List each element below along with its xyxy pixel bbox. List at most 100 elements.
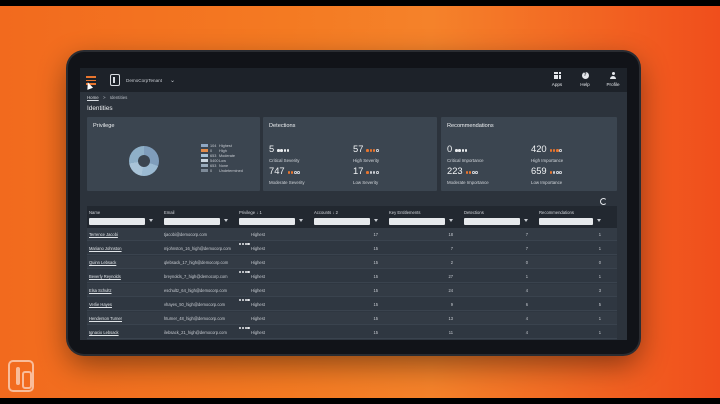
- detections-metric-label: Critical Severity: [269, 158, 300, 164]
- legend-swatch: [201, 154, 208, 157]
- privilege-legend-item[interactable]: 653 None: [201, 163, 243, 168]
- column-header-name[interactable]: Name: [89, 210, 101, 215]
- cell-accounts: 15: [373, 329, 378, 335]
- privilege-legend-item[interactable]: 5400 Low: [201, 158, 243, 163]
- recommendations-metric-value: 0: [447, 143, 453, 155]
- privilege-legend-item[interactable]: 104 Highest: [201, 143, 243, 148]
- table-row[interactable]: Ignacio Lebsack ilebsack_21_high@democorp…: [87, 326, 617, 339]
- privilege-dots-icon: [239, 260, 250, 278]
- apps-icon: [553, 72, 561, 79]
- detections-card-title: Detections: [269, 123, 296, 129]
- column-header-accounts[interactable]: Accounts ↓ 2: [314, 210, 338, 215]
- detections-metric[interactable]: 5 Critical Severity: [269, 139, 300, 163]
- column-filter-input[interactable]: [164, 218, 220, 225]
- cell-accounts: 15: [373, 245, 378, 251]
- legend-label: Low: [219, 158, 226, 163]
- recommendations-metric[interactable]: 0 Critical Importance: [447, 139, 484, 163]
- column-filter-input[interactable]: [314, 218, 370, 225]
- cell-recommendations: 1: [598, 231, 601, 237]
- table-row[interactable]: Mariano Johnston mjohnston_16_high@democo…: [87, 242, 617, 259]
- severity-dots-icon: [287, 161, 301, 179]
- hamburger-menu-icon[interactable]: [86, 75, 100, 85]
- table-row[interactable]: Verlie Hayes vhayes_50_high@democorp.com H…: [87, 298, 617, 315]
- identity-name-link[interactable]: Elsa Schultz: [89, 287, 112, 293]
- recommendations-metric-value: 223: [447, 165, 463, 177]
- filter-funnel-icon[interactable]: [524, 219, 528, 222]
- legend-swatch: [201, 159, 208, 162]
- severity-dots-icon: [366, 161, 379, 179]
- column-filter-input[interactable]: [389, 218, 445, 225]
- table-row[interactable]: Beverly Reynolds breynolds_7_high@democor…: [87, 270, 617, 287]
- legend-count: 0: [210, 148, 213, 153]
- table-row[interactable]: Terrence Jacobi tjacobi@democorp.com Highe…: [87, 228, 617, 245]
- privilege-legend-item[interactable]: 0 High: [201, 148, 243, 153]
- detections-metric[interactable]: 57 High Severity: [353, 139, 379, 163]
- column-header-email[interactable]: Email: [164, 210, 175, 215]
- nav-apps[interactable]: Apps: [547, 70, 567, 87]
- column-header-key-entitlements[interactable]: Key Entitlements: [389, 210, 421, 215]
- identity-name-link[interactable]: Ignacio Lebsack: [89, 329, 119, 335]
- recommendations-metric[interactable]: 223 Moderate Importance: [447, 161, 489, 185]
- filter-funnel-icon[interactable]: [299, 219, 303, 222]
- brand-logo-icon: [8, 360, 34, 392]
- identity-name-link[interactable]: Beverly Reynolds: [89, 273, 121, 279]
- table-row[interactable]: Henderson Turner hturner_48_high@democorp…: [87, 312, 617, 329]
- legend-swatch: [201, 164, 208, 167]
- legend-label: Moderate: [219, 153, 236, 158]
- breadcrumb-home[interactable]: Home: [87, 95, 99, 100]
- severity-dots-icon: [277, 139, 290, 157]
- cell-detections: 6: [525, 301, 528, 307]
- cell-recommendations: 1: [598, 273, 601, 279]
- nav-help-label: Help: [580, 82, 590, 87]
- filter-funnel-icon[interactable]: [597, 219, 601, 222]
- cell-accounts: 15: [373, 315, 378, 321]
- sort-arrow-icon: ↓: [255, 210, 260, 215]
- recommendations-metric[interactable]: 659 Low Importance: [531, 161, 562, 185]
- column-filter-input[interactable]: [464, 218, 520, 225]
- privilege-dots-icon: [239, 288, 250, 306]
- tenant-name[interactable]: DemoCorpTenant: [126, 77, 163, 83]
- identity-name-link[interactable]: Verlie Hayes: [89, 301, 112, 307]
- identity-name-link[interactable]: Mariano Johnston: [89, 245, 122, 251]
- detections-metric-label: Low Severity: [353, 180, 379, 186]
- nav-help[interactable]: ? Help: [575, 70, 595, 87]
- column-header-detections[interactable]: Detections: [464, 210, 484, 215]
- privilege-legend-item[interactable]: 653 Moderate: [201, 153, 243, 158]
- detections-metric[interactable]: 17 Low Severity: [353, 161, 379, 185]
- identity-name-link[interactable]: Quinn Lebsack: [89, 259, 117, 265]
- column-header-privilege[interactable]: Privilege ↓ 1: [239, 210, 262, 215]
- privilege-legend: 104 Highest 0 High 653 Moderate 5400 Low 653 None…: [201, 143, 243, 173]
- chevron-down-icon[interactable]: ⌄: [170, 77, 176, 84]
- column-filter-input[interactable]: [539, 218, 593, 225]
- tablet-frame: DemoCorpTenant ⌄ Apps ? Help Profile: [68, 52, 639, 354]
- recommendations-metric-value: 659: [531, 165, 547, 177]
- recommendations-metric[interactable]: 420 High Importance: [531, 139, 563, 163]
- column-filter-input[interactable]: [239, 218, 295, 225]
- filter-funnel-icon[interactable]: [374, 219, 378, 222]
- column-filter-input[interactable]: [89, 218, 145, 225]
- cell-recommendations: 1: [598, 245, 601, 251]
- privilege-donut-chart[interactable]: [129, 146, 159, 176]
- refresh-icon[interactable]: [600, 198, 607, 205]
- filter-funnel-icon[interactable]: [449, 219, 453, 222]
- table-row[interactable]: Elsa Schultz eschultz_64_high@democorp.co…: [87, 284, 617, 301]
- identities-table: Name Email Privilege ↓ 1 Accounts ↓ 2 Key En…: [87, 206, 617, 340]
- cell-entitlements: 7: [450, 245, 453, 251]
- breadcrumb: Home > Identities: [87, 95, 127, 100]
- nav-profile[interactable]: Profile: [603, 70, 623, 87]
- page-title: Identities: [87, 105, 113, 112]
- privilege-legend-item[interactable]: 0 Undetermined: [201, 168, 243, 173]
- detections-metric-value: 747: [269, 165, 285, 177]
- identity-name-link[interactable]: Terrence Jacobi: [89, 231, 118, 237]
- cell-recommendations: 0: [598, 259, 601, 265]
- cell-detections: 7: [525, 231, 528, 237]
- filter-funnel-icon[interactable]: [149, 219, 153, 222]
- table-row[interactable]: Quinn Lebsack qlebsack_17_high@democorp.c…: [87, 256, 617, 273]
- detections-metric[interactable]: 747 Moderate Severity: [269, 161, 305, 185]
- privilege-level: Highest: [251, 329, 265, 335]
- column-header-recommendations[interactable]: Recommendations: [539, 210, 574, 215]
- filter-funnel-icon[interactable]: [224, 219, 228, 222]
- identity-email: breynolds_7_high@democorp.com: [164, 273, 228, 279]
- identity-name-link[interactable]: Henderson Turner: [89, 315, 122, 321]
- recommendations-metric-label: Critical Importance: [447, 158, 484, 164]
